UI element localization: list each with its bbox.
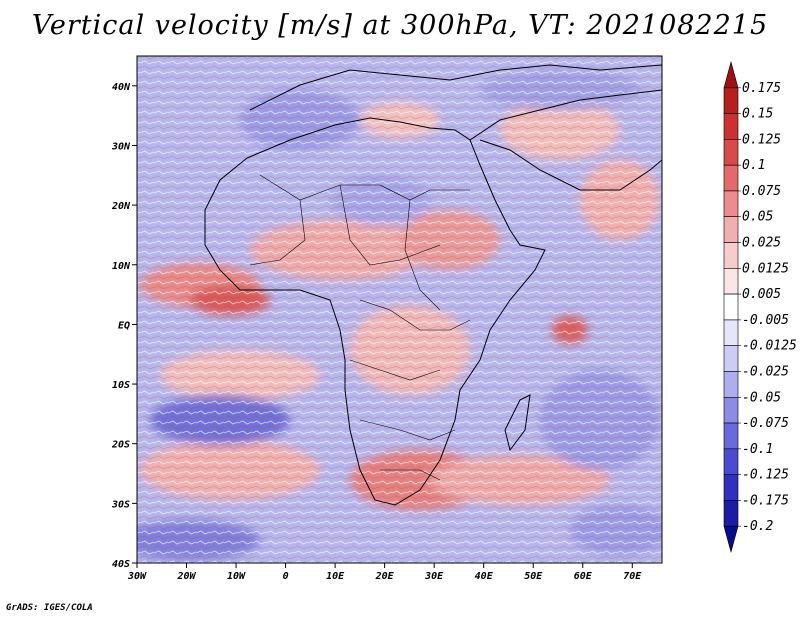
coastlines <box>204 64 662 506</box>
colorbar-label: 0.1 <box>742 158 765 173</box>
colorbar-swatch <box>723 422 739 450</box>
colorbar-swatch <box>723 474 739 501</box>
colorbar-label: 0.125 <box>742 132 781 147</box>
credit-text: GrADS: IGES/COLA <box>6 603 93 613</box>
x-tick-label: 10W <box>227 571 246 582</box>
y-tick-label: 20N <box>111 201 131 212</box>
colorbar-label: -0.025 <box>742 364 789 379</box>
colorbar-label: 0.15 <box>742 107 773 122</box>
y-tick-label: 20S <box>111 440 130 451</box>
country-borders <box>249 174 471 481</box>
colorbar-label: 0.025 <box>742 236 781 251</box>
x-tick-label: 50E <box>524 571 543 582</box>
colorbar-swatch <box>723 60 739 89</box>
colorbar-swatch <box>723 139 739 166</box>
y-tick-label: EQ <box>118 320 130 331</box>
map-frame <box>136 55 663 564</box>
y-tick-label: 40S <box>112 559 130 570</box>
x-tick-label: 30E <box>424 571 444 582</box>
x-axis: 30W 20W 10W 0 10E 20E 30E 40E 50E 60E 70E <box>127 563 642 582</box>
colorbar-label: -0.175 <box>742 493 789 508</box>
colorbar-label: 0.0125 <box>742 261 789 276</box>
y-tick-label: 10N <box>112 261 131 272</box>
colorbar-swatch <box>723 371 739 398</box>
y-tick-label: 30N <box>111 141 131 152</box>
colorbar-swatch <box>723 113 739 140</box>
colorbar-swatch <box>723 448 739 475</box>
y-tick-label: 40N <box>112 82 131 93</box>
colorbar-label: -0.0125 <box>742 339 797 354</box>
colorbar-swatch <box>723 500 739 527</box>
x-tick-label: 70E <box>623 571 642 582</box>
colorbar-label: -0.125 <box>742 468 789 483</box>
x-tick-label: 10E <box>326 571 345 582</box>
y-tick-label: 10S <box>112 380 130 391</box>
colorbar-swatch <box>723 216 739 243</box>
colorbar-swatch <box>723 319 739 346</box>
colorbar-label: -0.005 <box>742 313 789 328</box>
x-tick-label: 60E <box>574 571 593 582</box>
x-tick-label: 40E <box>475 571 494 582</box>
colorbar-swatch <box>723 87 739 114</box>
velocity-field <box>137 56 662 563</box>
colorbar-swatch <box>723 190 739 218</box>
colorbar-label: 0.075 <box>742 184 781 199</box>
colorbar-label: 0.05 <box>742 210 773 225</box>
colorbar-swatch <box>723 525 739 554</box>
colorbar-swatch <box>723 164 739 192</box>
colorbar-label: 0.005 <box>742 287 781 302</box>
chart-title: Vertical velocity [m/s] at 300hPa, VT: 2… <box>31 10 769 41</box>
x-tick-label: 30W <box>127 571 147 582</box>
colorbar: 0.175 0.15 0.125 0.1 0.075 0.05 0.025 0.0125 0.0… <box>723 60 797 554</box>
x-tick-label: 20W <box>176 571 196 582</box>
y-axis: 40N 30N 20N 10N EQ 10S 20S 30S 40S <box>111 82 137 570</box>
colorbar-swatch <box>723 268 739 295</box>
colorbar-swatch <box>723 242 739 269</box>
colorbar-label: -0.1 <box>742 442 773 457</box>
colorbar-swatch <box>723 345 739 372</box>
colorbar-swatch <box>723 396 739 424</box>
x-tick-label: 0 <box>283 571 289 582</box>
colorbar-swatch <box>723 293 739 321</box>
colorbar-label: -0.05 <box>742 390 781 405</box>
x-tick-label: 20E <box>375 571 395 582</box>
colorbar-label: 0.175 <box>742 81 781 96</box>
y-tick-label: 30S <box>111 499 130 510</box>
colorbar-label: -0.2 <box>742 519 773 534</box>
colorbar-label: -0.075 <box>742 416 789 431</box>
